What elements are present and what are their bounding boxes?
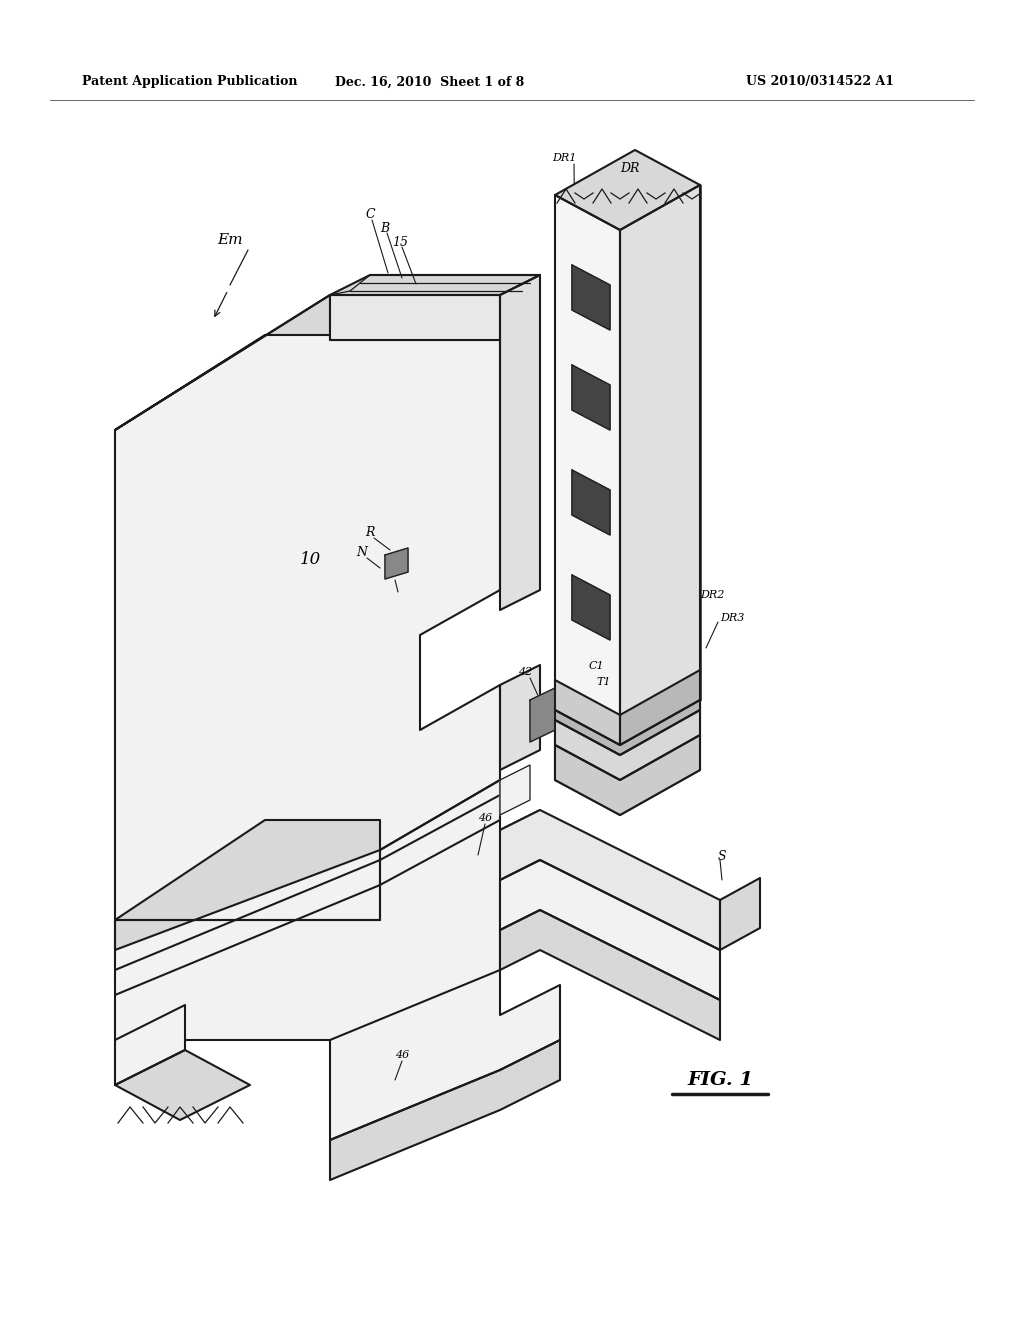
Text: US 2010/0314522 A1: US 2010/0314522 A1 — [746, 75, 894, 88]
Text: N: N — [356, 545, 368, 558]
Polygon shape — [115, 294, 500, 920]
Text: 42: 42 — [518, 667, 532, 677]
Text: DR1: DR1 — [552, 153, 577, 162]
Polygon shape — [500, 861, 720, 1001]
Polygon shape — [330, 970, 560, 1140]
Polygon shape — [385, 548, 408, 579]
Text: DR: DR — [621, 161, 640, 174]
Polygon shape — [555, 195, 620, 814]
Polygon shape — [500, 665, 540, 770]
Text: 46: 46 — [478, 813, 493, 822]
Polygon shape — [555, 700, 700, 755]
Text: FIG. 1: FIG. 1 — [687, 1071, 753, 1089]
Polygon shape — [620, 185, 700, 814]
Text: Em: Em — [217, 234, 243, 247]
Polygon shape — [115, 1049, 250, 1119]
Text: Patent Application Publication: Patent Application Publication — [82, 75, 298, 88]
Polygon shape — [572, 576, 610, 640]
Polygon shape — [115, 1005, 185, 1085]
Text: S: S — [718, 850, 727, 862]
Polygon shape — [500, 810, 720, 950]
Polygon shape — [115, 780, 540, 1040]
Text: R: R — [366, 527, 375, 540]
Polygon shape — [555, 710, 700, 780]
Text: 15: 15 — [392, 235, 408, 248]
Polygon shape — [115, 294, 500, 430]
Polygon shape — [330, 1040, 560, 1180]
Polygon shape — [330, 294, 500, 341]
Polygon shape — [572, 366, 610, 430]
Text: C1: C1 — [588, 661, 604, 671]
Text: Dec. 16, 2010  Sheet 1 of 8: Dec. 16, 2010 Sheet 1 of 8 — [336, 75, 524, 88]
Polygon shape — [500, 766, 530, 814]
Polygon shape — [115, 820, 380, 950]
Polygon shape — [555, 735, 700, 814]
Polygon shape — [620, 671, 700, 744]
Polygon shape — [330, 275, 540, 294]
Polygon shape — [500, 909, 720, 1040]
Text: C: C — [366, 209, 375, 222]
Text: T1: T1 — [597, 677, 611, 686]
Polygon shape — [555, 680, 620, 744]
Text: DR2: DR2 — [700, 590, 724, 601]
Text: 10: 10 — [299, 552, 321, 569]
Polygon shape — [555, 150, 700, 230]
Text: DR3: DR3 — [720, 612, 744, 623]
Polygon shape — [572, 265, 610, 330]
Text: B: B — [381, 222, 389, 235]
Polygon shape — [530, 688, 555, 742]
Text: 46: 46 — [395, 1049, 410, 1060]
Polygon shape — [500, 275, 540, 610]
Polygon shape — [572, 470, 610, 535]
Polygon shape — [720, 878, 760, 950]
